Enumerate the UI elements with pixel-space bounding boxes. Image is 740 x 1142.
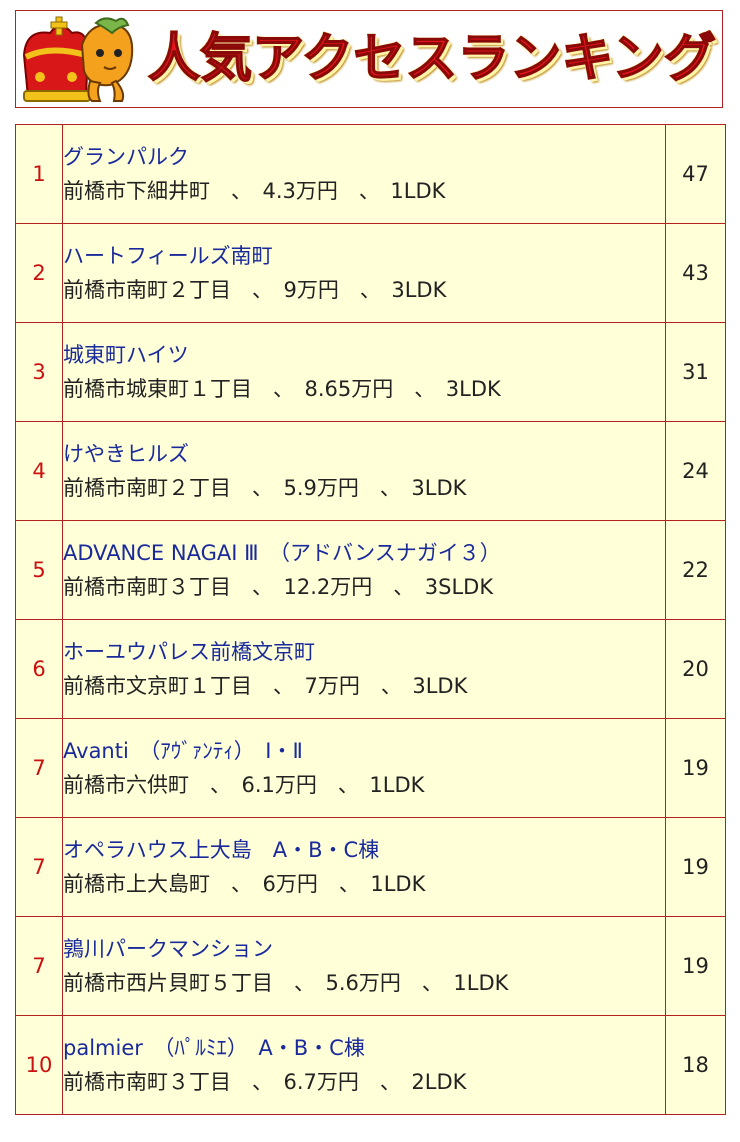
property-info-cell: ホーユウパレス前橋文京町前橋市文京町１丁目 、 7万円 、 3LDK — [62, 619, 666, 719]
property-info-cell: palmier （ﾊﾟﾙﾐｴ） A・B・C棟前橋市南町３丁目 、 6.7万円 、… — [62, 1015, 666, 1115]
rank-number: 7 — [15, 916, 63, 1016]
table-row: 2 ハートフィールズ南町 前橋市南町２丁目 、 9万円 、 3LDK 43 — [15, 223, 726, 323]
rank-number: 4 — [15, 421, 63, 521]
access-count: 20 — [665, 619, 726, 719]
table-row: 6 ホーユウパレス前橋文京町 前橋市文京町１丁目 、 7万円 、 3LDK 20 — [15, 619, 726, 719]
property-name-link[interactable]: ホーユウパレス前橋文京町 — [63, 640, 315, 664]
property-detail: 前橋市南町３丁目 、 6.7万円 、 2LDK — [63, 1070, 467, 1094]
property-detail: 前橋市六供町 、 6.1万円 、 1LDK — [63, 773, 425, 797]
property-detail: 前橋市上大島町 、 6万円 、 1LDK — [63, 872, 426, 896]
property-info-cell: オペラハウス上大島 A・B・C棟前橋市上大島町 、 6万円 、 1LDK — [62, 817, 666, 917]
property-name-link[interactable]: 鶉川パークマンション — [63, 937, 273, 961]
rank-number: 2 — [15, 223, 63, 323]
property-name-link[interactable]: オペラハウス上大島 A・B・C棟 — [63, 838, 380, 862]
rank-number: 7 — [15, 817, 63, 917]
access-count: 43 — [665, 223, 726, 323]
ranking-header-banner: 人気アクセスランキング — [15, 10, 723, 108]
table-row: 10 palmier （ﾊﾟﾙﾐｴ） A・B・C棟前橋市南町３丁目 、 6.7万円… — [15, 1015, 726, 1115]
rank-number: 5 — [15, 520, 63, 620]
property-detail: 前橋市南町３丁目 、 12.2万円 、 3SLDK — [63, 575, 494, 599]
property-name-link[interactable]: ハートフィールズ南町 — [63, 244, 273, 268]
crowned-horse-mascot-icon — [22, 16, 134, 102]
property-name-link[interactable]: けやきヒルズ — [63, 442, 189, 466]
page-title: 人気アクセスランキング — [147, 28, 716, 90]
access-count: 18 — [665, 1015, 726, 1115]
property-info-cell: 鶉川パークマンション前橋市西片貝町５丁目 、 5.6万円 、 1LDK — [62, 916, 666, 1016]
property-detail: 前橋市西片貝町５丁目 、 5.6万円 、 1LDK — [63, 971, 509, 995]
rank-number: 1 — [15, 124, 63, 224]
table-row: 7 オペラハウス上大島 A・B・C棟 前橋市上大島町 、 6万円 、 1LDK 19 — [15, 817, 726, 917]
table-row: 3 城東町ハイツ 前橋市城東町１丁目 、 8.65万円 、 3LDK 31 — [15, 322, 726, 422]
property-detail: 前橋市南町２丁目 、 9万円 、 3LDK — [63, 278, 447, 302]
access-count: 19 — [665, 718, 726, 818]
table-row: 7 Avanti （ｱｳﾞｧﾝﾃｨ） Ⅰ・Ⅱ 前橋市六供町 、 6.1万円 、 1L… — [15, 718, 726, 818]
property-info-cell: けやきヒルズ前橋市南町２丁目 、 5.9万円 、 3LDK — [62, 421, 666, 521]
table-row: 4 けやきヒルズ 前橋市南町２丁目 、 5.9万円 、 3LDK 24 — [15, 421, 726, 521]
property-info-cell: Avanti （ｱｳﾞｧﾝﾃｨ） Ⅰ・Ⅱ 前橋市六供町 、 6.1万円 、 1LD… — [62, 718, 666, 818]
property-detail: 前橋市城東町１丁目 、 8.65万円 、 3LDK — [63, 377, 501, 401]
property-detail: 前橋市文京町１丁目 、 7万円 、 3LDK — [63, 674, 468, 698]
property-name-link[interactable]: ADVANCE NAGAI Ⅲ （アドバンスナガイ３） — [63, 541, 501, 565]
property-name-link[interactable]: グランパルク — [63, 145, 189, 169]
access-count: 24 — [665, 421, 726, 521]
table-row: 7 鶉川パークマンション 前橋市西片貝町５丁目 、 5.6万円 、 1LDK 19 — [15, 916, 726, 1016]
property-info-cell: ハートフィールズ南町前橋市南町２丁目 、 9万円 、 3LDK — [62, 223, 666, 323]
access-count: 19 — [665, 916, 726, 1016]
rank-number: 3 — [15, 322, 63, 422]
access-count: 19 — [665, 817, 726, 917]
table-row: 5 ADVANCE NAGAI Ⅲ （アドバンスナガイ３） 前橋市南町３丁目 、 1… — [15, 520, 726, 620]
rank-number: 7 — [15, 718, 63, 818]
property-name-link[interactable]: Avanti （ｱｳﾞｧﾝﾃｨ） Ⅰ・Ⅱ — [63, 739, 303, 763]
rank-number: 10 — [15, 1015, 63, 1115]
access-count: 22 — [665, 520, 726, 620]
property-detail: 前橋市南町２丁目 、 5.9万円 、 3LDK — [63, 476, 467, 500]
property-name-link[interactable]: palmier （ﾊﾟﾙﾐｴ） A・B・C棟 — [63, 1036, 365, 1060]
ranking-table: 1 グランパルク 前橋市下細井町 、 4.3万円 、 1LDK 47 2 ハートフィールズ… — [15, 124, 726, 1115]
property-detail: 前橋市下細井町 、 4.3万円 、 1LDK — [63, 179, 446, 203]
property-info-cell: ADVANCE NAGAI Ⅲ （アドバンスナガイ３） 前橋市南町３丁目 、 12… — [62, 520, 666, 620]
property-info-cell: 城東町ハイツ前橋市城東町１丁目 、 8.65万円 、 3LDK — [62, 322, 666, 422]
property-name-link[interactable]: 城東町ハイツ — [63, 343, 189, 367]
table-row: 1 グランパルク 前橋市下細井町 、 4.3万円 、 1LDK 47 — [15, 124, 726, 224]
rank-number: 6 — [15, 619, 63, 719]
access-count: 31 — [665, 322, 726, 422]
property-info-cell: グランパルク前橋市下細井町 、 4.3万円 、 1LDK — [62, 124, 666, 224]
access-count: 47 — [665, 124, 726, 224]
